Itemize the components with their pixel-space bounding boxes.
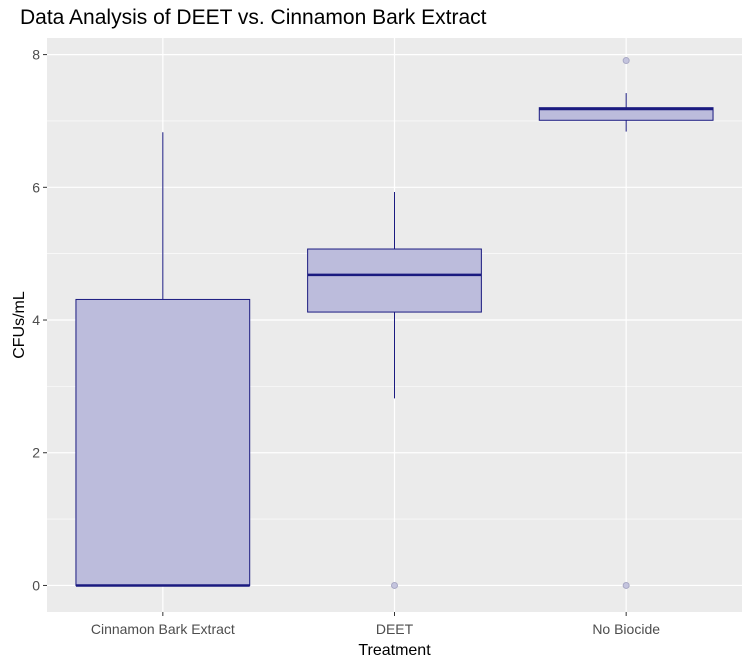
y-tick-label: 2 <box>32 445 40 461</box>
x-tick-label: Cinnamon Bark Extract <box>91 621 235 637</box>
outlier-point <box>622 57 630 65</box>
box-group <box>307 191 482 589</box>
box-group <box>538 57 714 589</box>
x-tick-label: No Biocide <box>592 621 660 637</box>
chart-title: Data Analysis of DEET vs. Cinnamon Bark … <box>20 6 487 29</box>
box-body <box>307 248 482 313</box>
x-tick-label: DEET <box>376 621 414 637</box>
outlier-point <box>391 581 398 589</box>
y-tick-label: 8 <box>32 47 40 63</box>
y-tick-label: 6 <box>32 179 40 195</box>
box-body <box>538 107 714 121</box>
box-body <box>75 298 251 586</box>
box-group <box>75 132 251 587</box>
outlier-point <box>622 581 630 589</box>
y-tick-label: 4 <box>32 312 40 328</box>
y-axis-title: CFUs/mL <box>11 291 28 359</box>
y-tick-label: 0 <box>32 577 40 593</box>
x-axis-title: Treatment <box>358 642 431 659</box>
